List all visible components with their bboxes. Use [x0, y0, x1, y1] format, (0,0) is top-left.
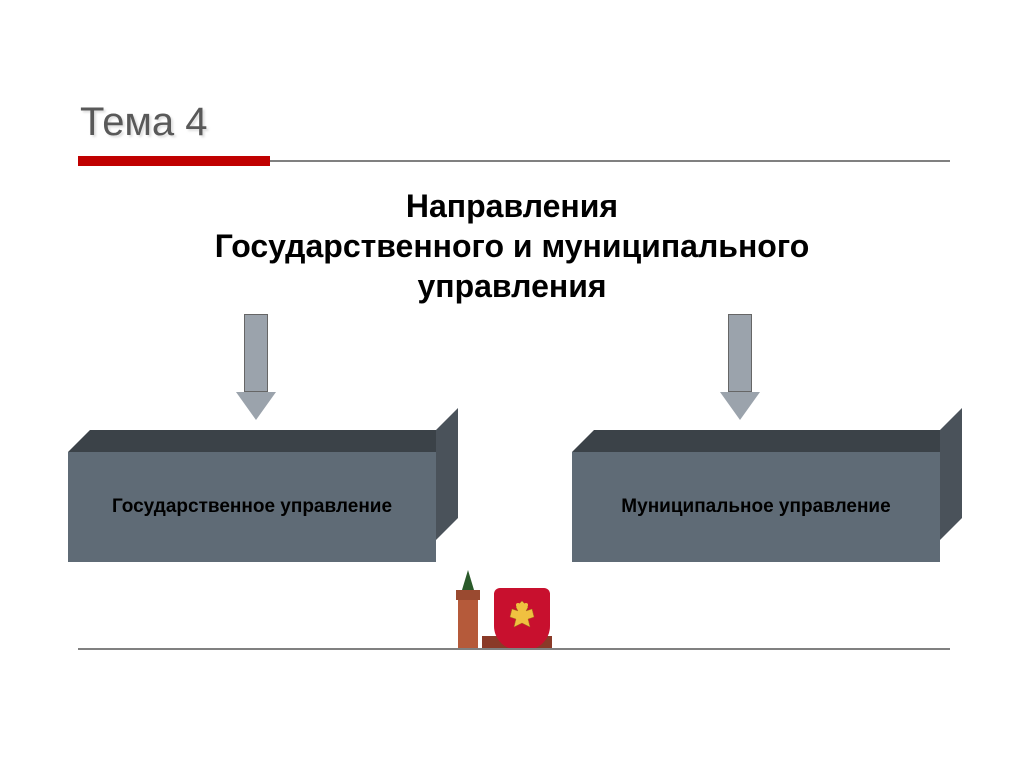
arrow-head [720, 392, 760, 420]
arrow-shaft [244, 314, 268, 392]
title-underline-accent [78, 156, 270, 166]
box-label: Государственное управление [112, 496, 392, 518]
box-front-face: Муниципальное управление [572, 452, 940, 562]
box-front-face: Государственное управление [68, 452, 436, 562]
arrow-shaft [728, 314, 752, 392]
slide: Тема 4 Направления Государственного и му… [0, 0, 1024, 768]
arrow-head [236, 392, 276, 420]
slide-subtitle: Направления Государственного и муниципал… [0, 186, 1024, 306]
coat-of-arms-icon [494, 588, 550, 650]
box-state-management: Государственное управление [68, 430, 458, 562]
tower-mid [456, 590, 480, 600]
box-top-face [68, 430, 458, 452]
title-underline-thin [270, 160, 950, 162]
tower-body [458, 600, 478, 650]
russia-emblem-graphic [452, 560, 572, 650]
subtitle-line-2: Государственного и муниципального [215, 228, 810, 264]
box-side-face [940, 408, 962, 540]
tower-roof [462, 570, 474, 590]
box-top-face [572, 430, 962, 452]
eagle-icon [502, 597, 542, 641]
footer-divider [78, 648, 950, 650]
subtitle-line-1: Направления [406, 188, 618, 224]
box-side-face [436, 408, 458, 540]
box-label: Муниципальное управление [621, 496, 890, 518]
arrow-down-left [236, 314, 276, 424]
arrow-down-right [720, 314, 760, 424]
box-municipal-management: Муниципальное управление [572, 430, 962, 562]
subtitle-line-3: управления [417, 268, 606, 304]
kremlin-tower-icon [452, 570, 484, 650]
slide-title: Тема 4 [80, 100, 208, 145]
